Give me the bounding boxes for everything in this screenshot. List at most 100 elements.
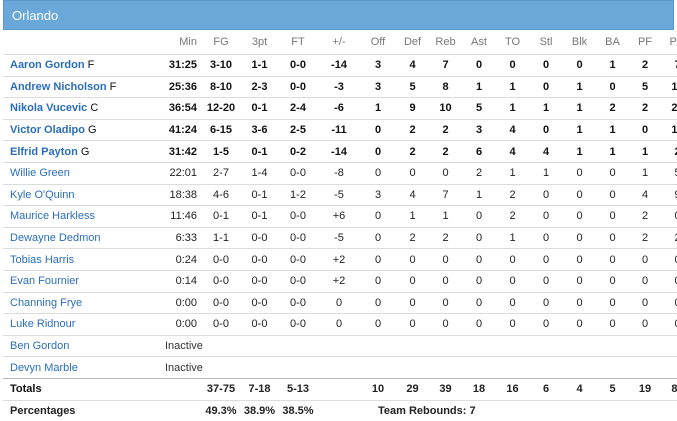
stat-plus-minus: 0	[318, 292, 360, 314]
stat-pts: 5	[661, 162, 677, 184]
stat-pf: 2	[629, 227, 661, 249]
stat-pf: 2	[629, 206, 661, 228]
stat-blk: 0	[563, 184, 596, 206]
stat-def: 4	[396, 184, 429, 206]
column-header-min[interactable]: Min	[163, 30, 201, 55]
player-link[interactable]: Willie Green	[10, 167, 70, 179]
stat-off: 0	[360, 249, 396, 271]
player-link[interactable]: Aaron Gordon	[10, 59, 85, 71]
stat-fg: 8-10	[201, 76, 241, 98]
player-name-cell: Victor Oladipo G	[3, 119, 163, 141]
player-link[interactable]: Evan Fournier	[10, 275, 79, 287]
total-3pt: 7-18	[241, 378, 278, 400]
stat-fg: 4-6	[201, 184, 241, 206]
column-header-def[interactable]: Def	[396, 30, 429, 55]
player-name-cell: Maurice Harkless	[3, 206, 163, 228]
stat-pf: 1	[629, 141, 661, 163]
stat-blk: 0	[563, 249, 596, 271]
player-link[interactable]: Victor Oladipo	[10, 124, 85, 136]
stat-3pt: 0-0	[241, 314, 278, 336]
stat-ba: 0	[596, 76, 629, 98]
player-link[interactable]: Maurice Harkless	[10, 210, 95, 222]
stat-ba: 1	[596, 141, 629, 163]
stat-3pt: 0-1	[241, 141, 278, 163]
team-rebounds: Team Rebounds: 7	[360, 400, 529, 421]
player-link[interactable]: Andrew Nicholson	[10, 81, 107, 93]
player-link[interactable]: Kyle O'Quinn	[10, 189, 74, 201]
stat-3pt: 0-1	[241, 98, 278, 120]
column-header-fg[interactable]: FG	[201, 30, 241, 55]
stat-fg: 0-1	[201, 206, 241, 228]
column-header-blk[interactable]: Blk	[563, 30, 596, 55]
player-link[interactable]: Channing Frye	[10, 297, 82, 309]
stat-to: 0	[496, 270, 529, 292]
player-link[interactable]: Devyn Marble	[10, 362, 78, 374]
player-link[interactable]: Ben Gordon	[10, 340, 69, 352]
stat-fg: 0-0	[201, 270, 241, 292]
column-header-off[interactable]: Off	[360, 30, 396, 55]
stat-ast: 0	[462, 249, 496, 271]
column-header-ft[interactable]: FT	[278, 30, 318, 55]
total-ft: 5-13	[278, 378, 318, 400]
stat-off: 3	[360, 55, 396, 77]
stat-reb: 8	[429, 76, 462, 98]
player-column-header	[3, 30, 163, 55]
player-link[interactable]: Elfrid Payton	[10, 146, 78, 158]
stat-stl: 0	[529, 119, 563, 141]
stat-stl: 0	[529, 249, 563, 271]
column-header-plus-minus[interactable]: +/-	[318, 30, 360, 55]
team-header: Orlando	[3, 0, 674, 30]
player-link[interactable]: Tobias Harris	[10, 254, 74, 266]
stat-ast: 0	[462, 227, 496, 249]
stat-reb: 10	[429, 98, 462, 120]
stat-stl: 0	[529, 55, 563, 77]
stat-pts: 0	[661, 206, 677, 228]
stat-stl: 0	[529, 184, 563, 206]
column-header-3pt[interactable]: 3pt	[241, 30, 278, 55]
column-header-pts[interactable]: Pts	[661, 30, 677, 55]
column-header-stl[interactable]: Stl	[529, 30, 563, 55]
stat-pts: 0	[661, 292, 677, 314]
stat-stl: 0	[529, 76, 563, 98]
column-header-reb[interactable]: Reb	[429, 30, 462, 55]
stat-pf: 0	[629, 270, 661, 292]
stat-off: 0	[360, 119, 396, 141]
stat-min: 31:25	[163, 55, 201, 77]
stat-reb: 2	[429, 119, 462, 141]
stat-min: 6:33	[163, 227, 201, 249]
stat-to: 0	[496, 292, 529, 314]
stat-blk: 0	[563, 270, 596, 292]
stat-blk: 1	[563, 141, 596, 163]
column-header-pf[interactable]: PF	[629, 30, 661, 55]
stat-plus-minus: -5	[318, 227, 360, 249]
player-link[interactable]: Dewayne Dedmon	[10, 232, 101, 244]
stat-pf: 2	[629, 55, 661, 77]
stat-ba: 0	[596, 206, 629, 228]
stat-ba: 0	[596, 184, 629, 206]
stat-stl: 1	[529, 162, 563, 184]
column-header-ast[interactable]: Ast	[462, 30, 496, 55]
column-header-to[interactable]: TO	[496, 30, 529, 55]
player-link[interactable]: Nikola Vucevic	[10, 102, 87, 114]
total-plus-minus	[318, 378, 360, 400]
stat-fg: 6-15	[201, 119, 241, 141]
stat-plus-minus: -5	[318, 184, 360, 206]
stat-pts: 18	[661, 76, 677, 98]
stat-to: 1	[496, 98, 529, 120]
total-blk: 4	[563, 378, 596, 400]
pct-empty	[318, 400, 360, 421]
stat-stl: 1	[529, 98, 563, 120]
stat-blk: 0	[563, 314, 596, 336]
column-header-ba[interactable]: BA	[596, 30, 629, 55]
stat-def: 9	[396, 98, 429, 120]
stat-to: 0	[496, 249, 529, 271]
stat-ba: 2	[596, 98, 629, 120]
player-link[interactable]: Luke Ridnour	[10, 318, 75, 330]
inactive-status: Inactive	[163, 357, 677, 379]
stat-pts: 9	[661, 184, 677, 206]
